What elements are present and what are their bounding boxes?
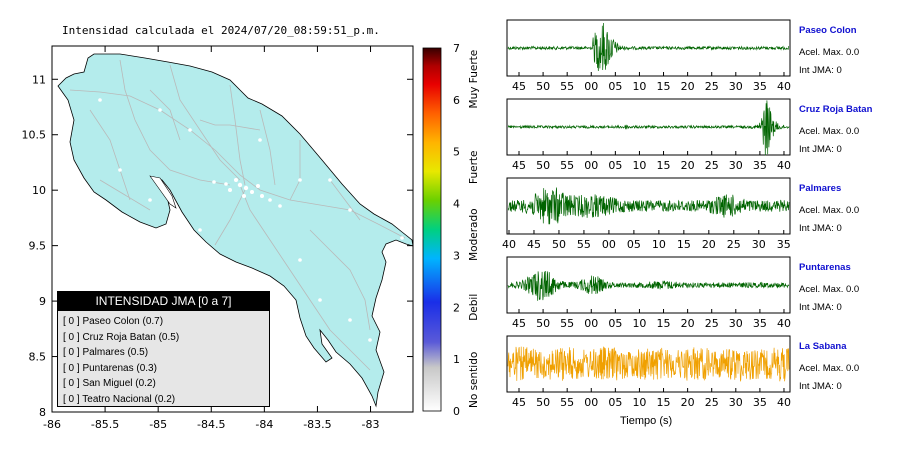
station-int-jma: Int JMA: 0 — [799, 223, 842, 234]
legend-item: [ 0 ] Puntarenas (0.3) — [63, 362, 157, 374]
map-x-tick-label: -85.5 — [91, 418, 119, 431]
map-y-tick-label: 8.5 — [29, 351, 47, 364]
legend-list: [ 0 ] Paseo Colon (0.7) [ 0 ] Cruz Roja B… — [58, 311, 269, 408]
legend-item: [ 0 ] Teatro Nacional (0.2) — [63, 393, 176, 405]
station-acel-max: Acel. Max. 0.0 — [799, 205, 860, 216]
station-name-label: Cruz Roja Batan — [799, 104, 873, 115]
map-x-tick-label: -84.5 — [197, 418, 225, 431]
legend-item: [ 0 ] Paseo Colon (0.7) — [63, 316, 164, 327]
gulf-nicoya — [149, 175, 177, 209]
station-int-jma: Int JMA: 0 — [799, 302, 842, 313]
station-name-label: Paseo Colon — [799, 25, 857, 36]
intensity-legend: INTENSIDAD JMA [0 a 7] [ 0 ] Paseo Colon… — [57, 291, 270, 407]
station-acel-max: Acel. Max. 0.0 — [799, 284, 860, 295]
map-title: Intensidad calculada el 2024/07/20_08:59… — [62, 24, 380, 37]
station-acel-max: Acel. Max. 0.0 — [799, 126, 860, 137]
map-x-tick-label: -86 — [43, 418, 61, 431]
map-y-tick-label: 9.5 — [29, 240, 47, 253]
station-int-jma: Int JMA: 0 — [799, 144, 842, 155]
station-int-jma: Int JMA: 0 — [799, 65, 842, 76]
map-y-tick-label: 8 — [39, 406, 46, 419]
map-y-tick-label: 10 — [32, 184, 46, 197]
legend-item: [ 0 ] San Miguel (0.2) — [63, 378, 156, 390]
station-name-label: Palmares — [799, 183, 842, 194]
station-acel-max: Acel. Max. 0.0 — [799, 47, 860, 58]
map-y-tick-label: 11 — [32, 73, 46, 86]
station-name-label: La Sabana — [799, 341, 847, 352]
station-markers — [98, 98, 404, 342]
map-y-tick-label: 9 — [39, 295, 46, 308]
legend-title: INTENSIDAD JMA [0 a 7] — [58, 292, 269, 311]
waveform-x-label: Tiempo (s) — [620, 415, 673, 427]
station-acel-max: Acel. Max. 0.0 — [799, 363, 860, 374]
legend-item: [ 0 ] Palmares (0.5) — [63, 347, 149, 359]
map-x-tick-label: -83 — [362, 418, 380, 431]
map-y-tick-label: 10.5 — [22, 129, 47, 142]
map-y-axis: 11 10.5 10 9.5 9 8.5 8 — [22, 73, 413, 419]
map-x-tick-label: -85 — [149, 418, 167, 431]
map-x-tick-label: -83.5 — [303, 418, 331, 431]
station-int-jma: Int JMA: 0 — [799, 381, 842, 392]
map-x-tick-label: -84 — [255, 418, 273, 431]
road-network — [69, 59, 406, 371]
station-name-label: Puntarenas — [799, 262, 851, 273]
map-x-axis: -86 -85.5 -85 -84.5 -84 -83.5 -83 — [43, 46, 380, 431]
legend-item: [ 0 ] Cruz Roja Batan (0.5) — [63, 331, 180, 343]
map-frame — [51, 45, 414, 413]
